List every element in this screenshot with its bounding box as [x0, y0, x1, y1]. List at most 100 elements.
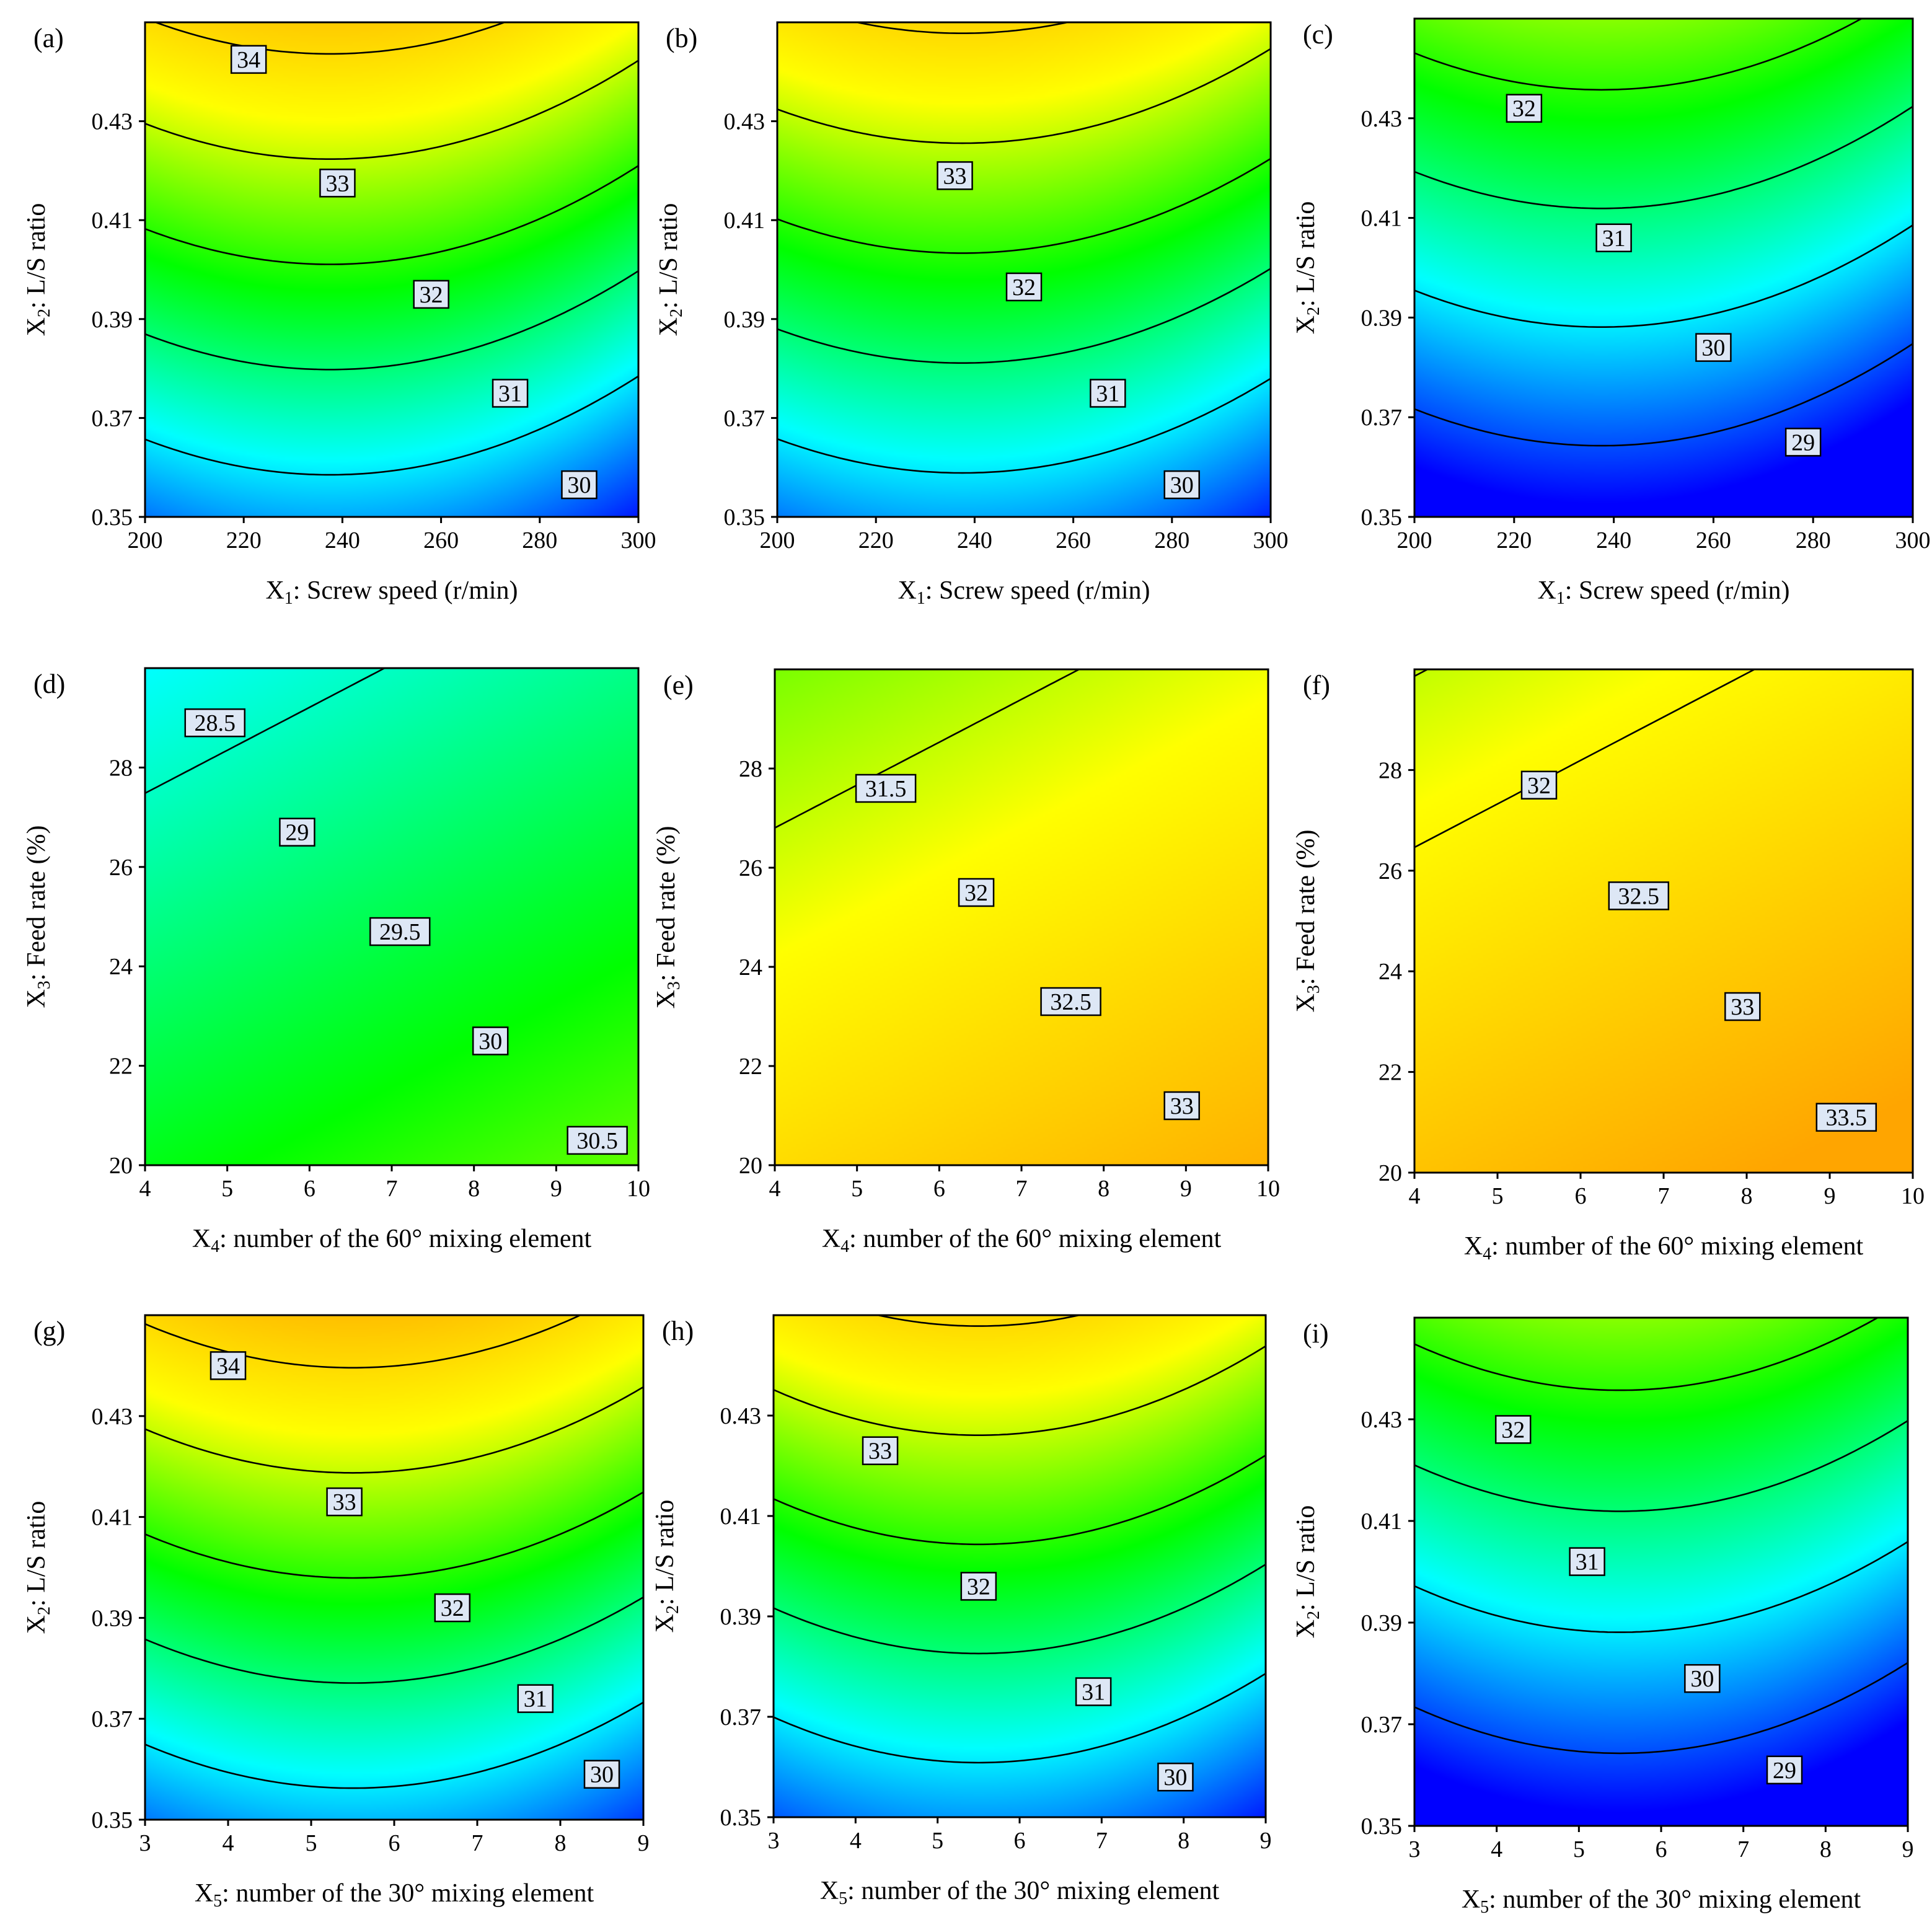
- plot-frame-b: [776, 21, 1272, 518]
- contour-label-d-29.5: 29.5: [369, 917, 431, 946]
- contour-line-c-30: [1414, 224, 1913, 328]
- x-axis-label-a: X1: Screw speed (r/min): [265, 576, 518, 608]
- y-tick-label: 0.39: [1361, 305, 1403, 331]
- svg-text:33: 33: [868, 1439, 892, 1465]
- x-tick-label: 240: [957, 527, 992, 553]
- contour-label-h-31: 31: [1075, 1677, 1112, 1706]
- contour-label-c-30: 30: [1695, 333, 1732, 362]
- x-tick-label: 6: [1575, 1183, 1587, 1209]
- y-tick-label: 0.43: [1361, 1407, 1403, 1433]
- y-tick-label: 0.41: [92, 208, 133, 234]
- svg-text:33.5: 33.5: [1826, 1105, 1868, 1131]
- y-tick-label: 0.37: [724, 405, 765, 431]
- x-tick-label: 4: [223, 1830, 234, 1856]
- x-tick-label: 300: [621, 527, 656, 553]
- contour-label-i-31: 31: [1569, 1547, 1605, 1576]
- svg-text:31: 31: [524, 1686, 547, 1712]
- svg-text:31: 31: [1602, 226, 1626, 252]
- contour-line-i-31: [1414, 1420, 1908, 1512]
- y-tick-label: 0.41: [1361, 206, 1403, 232]
- x-tick-label: 3: [139, 1830, 151, 1856]
- x-tick-label: 6: [1014, 1828, 1026, 1854]
- svg-text:33: 33: [333, 1489, 356, 1515]
- contour-line-h-32: [774, 1454, 1266, 1546]
- contour-line-g-32: [145, 1491, 643, 1579]
- contour-label-d-30: 30: [472, 1026, 509, 1055]
- contour-label-c-32: 32: [1506, 94, 1543, 123]
- x-tick-label: 8: [1178, 1828, 1189, 1854]
- panel-h: 33 32 31 30 3 4 5 6 7 8 9 0.35 0.37 0.39 0.41 0.43 (h) X5…: [651, 1314, 1272, 1908]
- x-tick-label: 4: [769, 1176, 781, 1202]
- x-tick-label: 4: [1491, 1836, 1502, 1862]
- x-tick-label: 9: [1902, 1836, 1914, 1862]
- y-tick-label: 20: [109, 1153, 133, 1179]
- panel-f: 32 32.5 33 33.5 4 5 6 7 8 9 10 20 22 24 26 28 (f) X4: num…: [1292, 668, 1925, 1264]
- y-tick-label: 0.37: [1361, 1712, 1403, 1738]
- panel-label-a: (a): [33, 23, 64, 53]
- y-tick-label: 0.35: [720, 1805, 762, 1831]
- y-tick-label: 0.35: [724, 505, 765, 531]
- y-axis-label-c: X2: L/S ratio: [1292, 201, 1323, 335]
- svg-text:32.5: 32.5: [1050, 989, 1092, 1015]
- svg-text:29: 29: [1791, 430, 1815, 456]
- x-tick-label: 260: [423, 527, 459, 553]
- contour-label-f-33: 33: [1724, 992, 1761, 1021]
- contour-line-b-31: [777, 268, 1271, 364]
- x-tick-label: 3: [1409, 1836, 1421, 1862]
- contour-line-b-30: [777, 377, 1271, 474]
- x-tick-label: 220: [1496, 527, 1532, 553]
- x-tick-label: 280: [522, 527, 557, 553]
- x-tick-label: 10: [1901, 1183, 1925, 1209]
- x-tick-label: 6: [1656, 1836, 1667, 1862]
- panel-a: 34 33 32 31 30 200 220 240 260 280 300 0.35 0.37 0.39…: [22, 21, 656, 608]
- x-axis-label-i: X5: number of the 30° mixing element: [1462, 1885, 1861, 1917]
- x-tick-label: 280: [1154, 527, 1189, 553]
- svg-text:32: 32: [441, 1595, 464, 1621]
- svg-text:30.5: 30.5: [576, 1128, 618, 1154]
- heatmap-d: [145, 668, 638, 1165]
- x-tick-label: 10: [627, 1176, 650, 1202]
- y-tick-label: 0.39: [720, 1604, 762, 1630]
- panel-label-c: (c): [1303, 19, 1333, 50]
- x-tick-label: 6: [933, 1176, 945, 1202]
- x-tick-label: 4: [850, 1828, 862, 1854]
- y-tick-label: 0.35: [92, 1807, 133, 1833]
- x-tick-label: 5: [1492, 1183, 1504, 1209]
- x-tick-label: 7: [386, 1176, 398, 1202]
- x-tick-label: 260: [1056, 527, 1091, 553]
- y-axis-label-d: X3: Feed rate (%): [22, 825, 54, 1008]
- svg-text:30: 30: [1163, 1765, 1187, 1791]
- x-tick-label: 7: [472, 1830, 483, 1856]
- svg-text:30: 30: [1701, 335, 1725, 361]
- contour-label-i-30: 30: [1684, 1663, 1721, 1693]
- x-tick-label: 10: [1256, 1176, 1280, 1202]
- y-tick-label: 0.35: [1361, 505, 1403, 531]
- contour-label-a-31: 31: [492, 379, 529, 408]
- x-tick-label: 7: [1016, 1176, 1028, 1202]
- x-axis-label-b: X1: Screw speed (r/min): [898, 576, 1150, 608]
- plot-frame-c: [1413, 17, 1914, 518]
- x-tick-label: 220: [858, 527, 894, 553]
- x-tick-label: 5: [306, 1830, 317, 1856]
- svg-text:30: 30: [479, 1029, 502, 1055]
- contour-label-b-30: 30: [1163, 470, 1200, 500]
- heatmap-a: [145, 22, 638, 517]
- svg-text:31: 31: [498, 381, 522, 407]
- x-tick-label: 6: [389, 1830, 400, 1856]
- x-tick-label: 280: [1796, 527, 1831, 553]
- x-tick-label: 200: [760, 527, 795, 553]
- contour-line-c-29: [1414, 343, 1913, 447]
- contour-line-i-30: [1414, 1541, 1908, 1633]
- y-axis-label-g: X2: L/S ratio: [22, 1501, 54, 1634]
- y-tick-label: 0.43: [92, 1404, 133, 1430]
- contour-line-a-33: [145, 59, 638, 160]
- contour-label-g-33: 33: [326, 1487, 363, 1517]
- contour-line-f-33.5: [1414, 669, 1757, 848]
- contour-line-i-29: [1414, 1662, 1908, 1755]
- y-tick-label: 24: [109, 954, 133, 980]
- x-tick-label: 9: [1180, 1176, 1192, 1202]
- x-axis-label-c: X1: Screw speed (r/min): [1537, 576, 1789, 608]
- x-axis-label-f: X4: number of the 60° mixing element: [1464, 1232, 1864, 1264]
- svg-text:32: 32: [967, 1574, 990, 1600]
